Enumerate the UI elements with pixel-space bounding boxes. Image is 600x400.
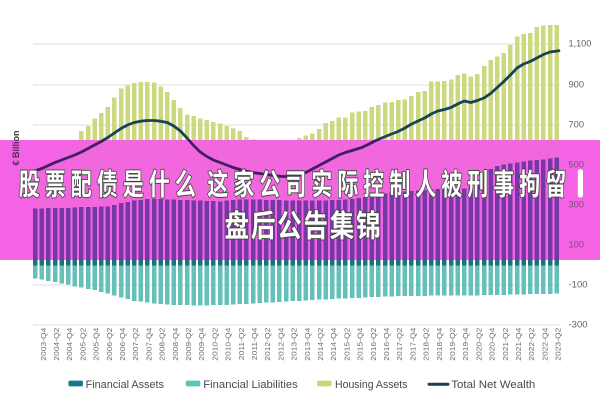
svg-text:2015-Q2: 2015-Q2 xyxy=(343,328,351,361)
svg-text:-300: -300 xyxy=(569,320,588,330)
svg-text:2020-Q4: 2020-Q4 xyxy=(488,327,496,361)
svg-text:2011-Q2: 2011-Q2 xyxy=(237,328,245,360)
svg-text:2010-Q4: 2010-Q4 xyxy=(224,327,232,361)
svg-text:2014-Q4: 2014-Q4 xyxy=(330,327,338,361)
svg-text:2007-Q2: 2007-Q2 xyxy=(132,328,140,361)
svg-text:2013-Q2: 2013-Q2 xyxy=(290,328,298,361)
svg-text:Financial Assets: Financial Assets xyxy=(86,379,165,391)
svg-text:2004-Q2: 2004-Q2 xyxy=(53,328,61,361)
svg-text:2020-Q2: 2020-Q2 xyxy=(475,328,483,361)
svg-text:2018-Q2: 2018-Q2 xyxy=(422,328,430,361)
svg-text:2017-Q4: 2017-Q4 xyxy=(409,327,417,361)
svg-text:2016-Q2: 2016-Q2 xyxy=(369,328,377,361)
svg-text:2022-Q4: 2022-Q4 xyxy=(541,327,549,361)
svg-text:2006-Q4: 2006-Q4 xyxy=(119,327,127,361)
svg-text:2011-Q4: 2011-Q4 xyxy=(251,327,259,360)
svg-text:900: 900 xyxy=(569,80,585,90)
svg-text:2017-Q2: 2017-Q2 xyxy=(396,328,404,361)
svg-text:2015-Q4: 2015-Q4 xyxy=(356,327,364,361)
svg-text:2012-Q2: 2012-Q2 xyxy=(264,328,272,361)
svg-text:2022-Q2: 2022-Q2 xyxy=(528,328,536,361)
svg-text:300: 300 xyxy=(569,200,584,210)
svg-text:2003-Q4: 2003-Q4 xyxy=(39,327,47,361)
svg-text:2007-Q4: 2007-Q4 xyxy=(145,327,153,361)
svg-text:2010-Q2: 2010-Q2 xyxy=(211,328,219,361)
svg-text:2008-Q2: 2008-Q2 xyxy=(158,328,166,361)
svg-text:2016-Q4: 2016-Q4 xyxy=(383,327,391,361)
svg-text:2008-Q4: 2008-Q4 xyxy=(171,327,179,361)
svg-text:2023-Q2: 2023-Q2 xyxy=(554,328,562,361)
svg-text:2019-Q2: 2019-Q2 xyxy=(449,328,457,361)
svg-text:2021-Q2: 2021-Q2 xyxy=(501,328,509,361)
svg-text:2021-Q4: 2021-Q4 xyxy=(515,327,523,361)
svg-text:2014-Q2: 2014-Q2 xyxy=(317,328,325,361)
svg-text:2005-Q2: 2005-Q2 xyxy=(79,328,87,361)
svg-text:700: 700 xyxy=(569,120,585,130)
svg-text:2013-Q4: 2013-Q4 xyxy=(303,327,311,361)
svg-text:2012-Q4: 2012-Q4 xyxy=(277,327,285,361)
svg-text:500: 500 xyxy=(569,160,584,170)
svg-text:2019-Q4: 2019-Q4 xyxy=(462,327,470,361)
svg-text:-100: -100 xyxy=(569,280,588,290)
svg-text:1,100: 1,100 xyxy=(569,39,592,49)
svg-text:2009-Q2: 2009-Q2 xyxy=(185,328,193,361)
svg-text:Financial Liabilities: Financial Liabilities xyxy=(203,379,298,391)
svg-text:€ Billion: € Billion xyxy=(11,131,21,166)
svg-text:2005-Q4: 2005-Q4 xyxy=(92,327,100,361)
svg-text:2009-Q4: 2009-Q4 xyxy=(198,327,206,361)
svg-text:2018-Q4: 2018-Q4 xyxy=(435,327,443,361)
svg-text:100: 100 xyxy=(569,240,584,250)
svg-text:Total Net Wealth: Total Net Wealth xyxy=(451,379,535,391)
svg-text:2004-Q4: 2004-Q4 xyxy=(66,327,74,361)
svg-text:2006-Q2: 2006-Q2 xyxy=(105,328,113,361)
svg-text:Housing Assets: Housing Assets xyxy=(335,379,408,391)
